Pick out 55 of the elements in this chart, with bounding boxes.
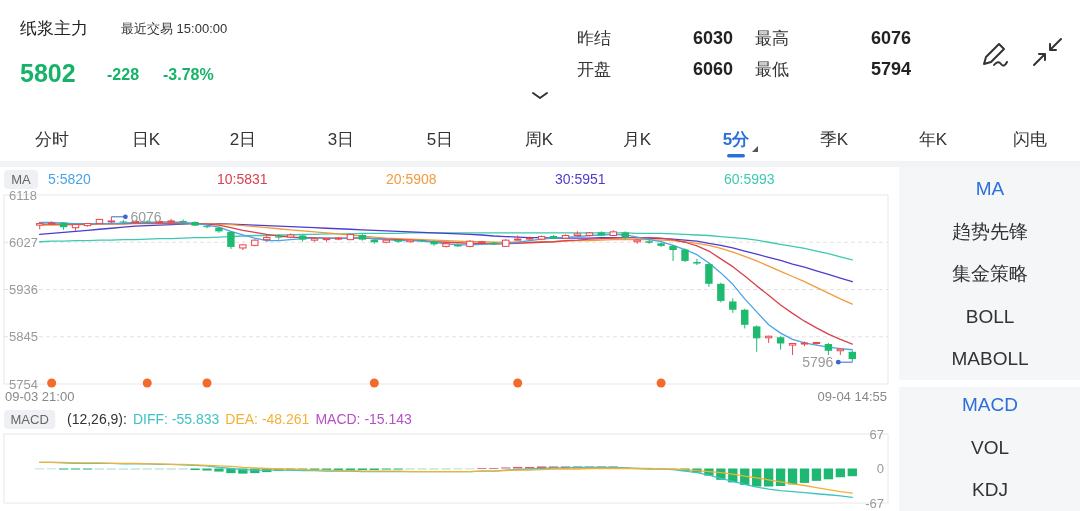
text: 5:5820 — [48, 171, 92, 187]
text: 闪电 — [1013, 130, 1047, 149]
text: KDJ — [972, 479, 1008, 500]
y-tick-label: 67 — [869, 426, 884, 442]
text: MACD — [10, 412, 49, 427]
text: 6076 — [871, 28, 912, 48]
y-tick-label: 5845 — [9, 329, 38, 345]
text: 昨结 — [577, 29, 611, 48]
text: 最高 — [755, 29, 789, 48]
text: 纸浆主力 — [20, 19, 88, 38]
text: -3.78% — [163, 66, 214, 83]
text: 季K — [819, 130, 849, 149]
text: 月K — [622, 130, 652, 149]
y-tick-label: -67 — [865, 495, 884, 511]
text: 10:5831 — [217, 171, 268, 187]
y-tick-label: 5754 — [9, 376, 38, 392]
text: 5日 — [426, 130, 454, 149]
text: (12,26,9): — [67, 411, 127, 427]
annotation: 6076 — [130, 208, 162, 225]
text: 5802 — [20, 59, 76, 87]
text: 5794 — [871, 59, 912, 79]
text: 周K — [524, 130, 554, 149]
text: VOL — [970, 437, 1010, 458]
text: DEA: -48.261 — [225, 411, 310, 427]
text: 60:5993 — [724, 171, 775, 187]
annotation: 5796 — [802, 354, 834, 371]
text: MA — [975, 178, 1005, 199]
x-tick-label: 09-04 14:55 — [817, 389, 887, 404]
text: 分时 — [35, 130, 69, 149]
text: 6030 — [693, 28, 734, 48]
text: BOLL — [965, 306, 1015, 327]
x-tick-label: 09-03 21:00 — [5, 389, 75, 404]
y-tick-label: 6027 — [9, 234, 38, 250]
text: MABOLL — [951, 348, 1029, 369]
text: 3日 — [327, 130, 355, 149]
text: 开盘 — [577, 60, 611, 79]
text: 集金策略 — [952, 263, 1028, 284]
text: 2日 — [229, 130, 257, 149]
text: MA — [11, 172, 32, 187]
text: 20:5908 — [386, 171, 437, 187]
text: -228 — [107, 66, 140, 83]
text: 最低 — [755, 60, 789, 79]
y-tick-label: 6118 — [9, 187, 37, 203]
text: 趋势先锋 — [952, 221, 1028, 242]
text: MACD — [962, 394, 1018, 415]
y-tick-label: 5936 — [9, 282, 38, 297]
text: DIFF: -55.833 — [132, 411, 220, 427]
text: 年K — [918, 130, 948, 149]
text: 6060 — [693, 59, 734, 79]
text: 30:5951 — [555, 171, 606, 187]
text: MACD: -15.143 — [315, 411, 413, 427]
text: 最近交易 15:00:00 — [121, 21, 228, 36]
y-tick-label: 0 — [876, 461, 884, 476]
text: 5分 — [722, 130, 751, 149]
text: 日K — [131, 130, 161, 149]
